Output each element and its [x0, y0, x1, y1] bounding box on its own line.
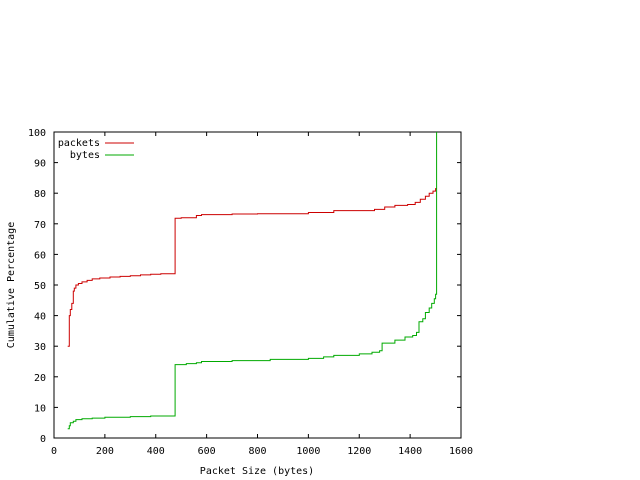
x-tick-label: 1400 — [398, 446, 422, 457]
y-tick-label: 40 — [34, 312, 46, 323]
x-tick-label: 0 — [51, 446, 57, 457]
series-line-packets — [67, 188, 437, 347]
axis-ticks: 0 200 400 600 800 1000 1200 1400 1600 0 10 20 30 40 50… — [28, 128, 473, 457]
x-axis-label: Packet Size (bytes) — [200, 466, 314, 477]
x-tick-label: 400 — [147, 446, 165, 457]
x-tick-label: 800 — [248, 446, 266, 457]
y-tick-label: 70 — [34, 220, 46, 231]
y-tick-label: 30 — [34, 342, 46, 353]
series-layer — [67, 132, 438, 430]
y-tick-label: 60 — [34, 250, 46, 261]
y-tick-label: 90 — [34, 159, 46, 170]
y-tick-label: 0 — [40, 434, 46, 445]
plot-frame — [53, 131, 462, 439]
x-tick-label: 200 — [96, 446, 114, 457]
x-tick-label: 1200 — [347, 446, 371, 457]
x-tick-label: 1000 — [296, 446, 320, 457]
legend-label-bytes: bytes — [70, 150, 100, 161]
series-line-bytes — [67, 132, 438, 430]
legend: packets bytes — [58, 138, 134, 161]
y-axis-label: Cumulative Percentage — [6, 222, 17, 348]
legend-label-packets: packets — [58, 138, 100, 149]
x-tick-label: 600 — [198, 446, 216, 457]
y-tick-label: 50 — [34, 281, 46, 292]
y-tick-label: 100 — [28, 128, 46, 139]
y-tick-label: 10 — [34, 403, 46, 414]
y-tick-label: 20 — [34, 373, 46, 384]
y-tick-label: 80 — [34, 189, 46, 200]
x-tick-label: 1600 — [449, 446, 473, 457]
